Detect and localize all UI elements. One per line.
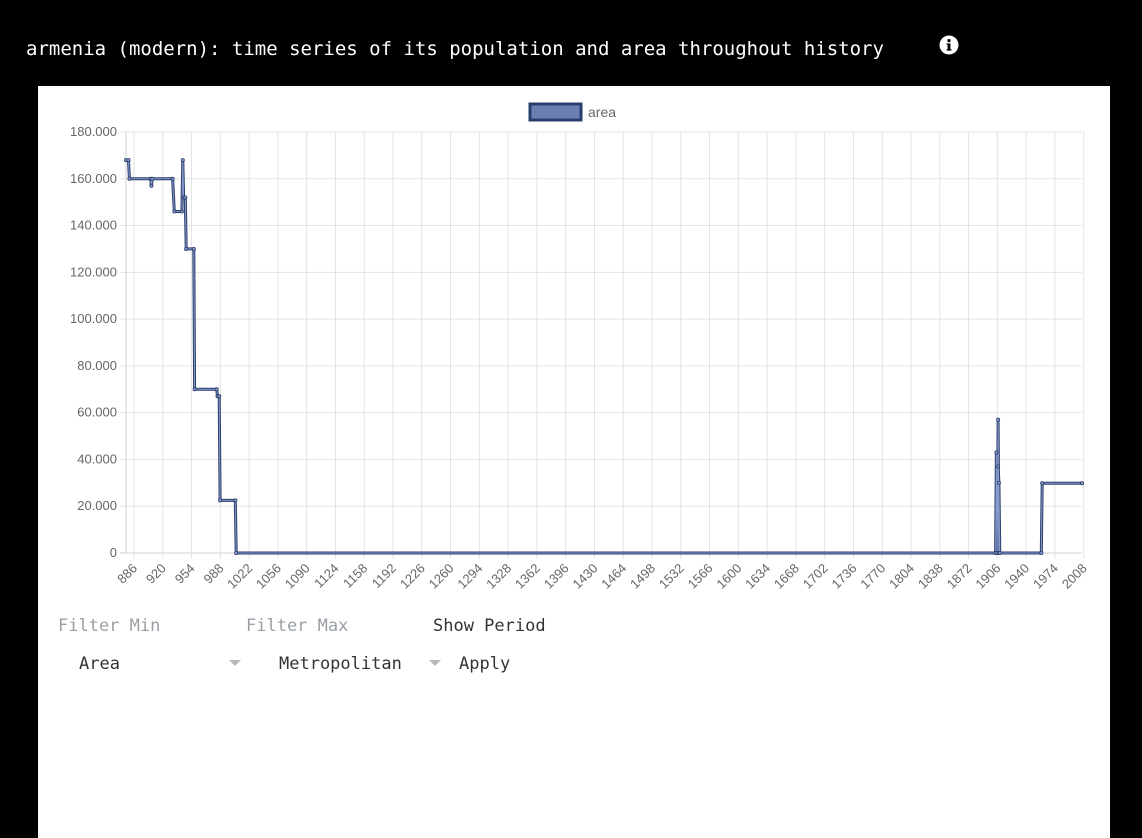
x-tick-label: 1736: [829, 561, 860, 592]
data-point[interactable]: [218, 498, 223, 503]
data-point[interactable]: [126, 158, 131, 163]
y-tick-label: 40.000: [77, 451, 117, 466]
x-tick-label: 1804: [886, 561, 917, 592]
page-header: armenia (modern): time series of its pop…: [0, 0, 1142, 86]
x-tick-label: 1192: [369, 561, 399, 591]
x-tick-label: 1226: [397, 561, 428, 592]
series-highlight-area: [126, 159, 1082, 554]
x-tick-label: 1158: [340, 561, 370, 591]
area-line-chart: 0 20.000 40.000 60.000 80.000 100.000 120.000 1…: [70, 102, 1090, 592]
x-tick-label: 1668: [771, 561, 802, 592]
data-point[interactable]: [184, 246, 189, 251]
x-tick-label: 1328: [483, 561, 514, 592]
y-tick-label: 80.000: [77, 358, 117, 373]
x-tick-label: 1430: [570, 561, 601, 592]
data-point[interactable]: [170, 176, 175, 181]
x-tick-label: 1838: [915, 561, 946, 592]
data-point[interactable]: [149, 183, 154, 188]
x-tick-label: 1124: [311, 561, 341, 591]
x-tick-label: 1362: [512, 561, 543, 592]
series-line-area: [126, 158, 1082, 555]
y-tick-label: 20.000: [77, 498, 117, 513]
x-tick-label: 954: [172, 561, 198, 587]
legend-swatch-area[interactable]: [528, 102, 583, 122]
data-point[interactable]: [234, 551, 239, 556]
filter-min-label[interactable]: Filter Min: [58, 616, 161, 636]
y-tick-label: 160.000: [70, 171, 117, 186]
x-tick-label: 1600: [713, 561, 744, 592]
data-point[interactable]: [150, 176, 155, 181]
x-tick-label: 1566: [685, 561, 716, 592]
data-point[interactable]: [996, 480, 1001, 485]
chevron-down-icon[interactable]: [429, 660, 441, 666]
chart-panel: [38, 86, 1110, 838]
info-icon[interactable]: [939, 35, 959, 55]
x-tick-label: 1396: [541, 561, 572, 592]
x-tick-label: 920: [143, 561, 169, 587]
data-point[interactable]: [183, 195, 188, 200]
field-select-value: Area: [79, 654, 120, 674]
x-tick-label: 1702: [800, 561, 831, 592]
data-point[interactable]: [994, 450, 999, 455]
chevron-down-icon[interactable]: [229, 660, 241, 666]
field-select[interactable]: Area: [79, 654, 249, 676]
x-tick-label: 886: [114, 561, 140, 587]
scope-select-value: Metropolitan: [279, 654, 402, 674]
x-tick-label: 1770: [857, 561, 888, 592]
x-tick-label: 1056: [253, 561, 284, 592]
x-tick-label: 2008: [1059, 561, 1090, 592]
apply-button[interactable]: Apply: [459, 654, 511, 674]
data-point[interactable]: [214, 387, 219, 392]
data-point[interactable]: [996, 417, 1001, 422]
x-tick-label: 1940: [1001, 561, 1032, 592]
x-tick-label: 1906: [972, 561, 1003, 592]
y-tick-label: 60.000: [77, 405, 117, 420]
x-tick-label: 1464: [598, 561, 629, 592]
y-tick-label: 140.000: [70, 218, 117, 233]
x-tick-label: 1634: [742, 561, 773, 592]
data-point[interactable]: [172, 209, 177, 214]
data-point[interactable]: [1080, 481, 1085, 486]
data-point[interactable]: [233, 498, 238, 503]
x-tick-label: 1532: [656, 561, 687, 592]
legend-label-area[interactable]: area: [588, 104, 616, 120]
page-title: armenia (modern): time series of its pop…: [26, 38, 884, 60]
x-tick-label: 1498: [627, 561, 658, 592]
filter-max-label[interactable]: Filter Max: [246, 616, 349, 636]
data-point[interactable]: [1040, 481, 1045, 486]
data-point[interactable]: [1039, 551, 1044, 556]
x-tick-label: 1294: [454, 561, 485, 592]
chart-series: [124, 158, 1085, 556]
x-tick-label: 1260: [426, 561, 457, 592]
y-tick-label: 100.000: [70, 311, 117, 326]
data-point[interactable]: [996, 464, 1001, 469]
chart-legend[interactable]: area: [528, 102, 616, 122]
x-tick-label: 1022: [224, 561, 255, 592]
scope-select[interactable]: Metropolitan: [279, 654, 429, 676]
chart-grid: [120, 131, 1085, 559]
data-point[interactable]: [127, 176, 132, 181]
data-point[interactable]: [997, 551, 1002, 556]
y-tick-label: 0: [110, 545, 117, 560]
chart-axes: 0 20.000 40.000 60.000 80.000 100.000 120.000 1…: [70, 124, 1090, 592]
data-point[interactable]: [180, 158, 185, 163]
x-tick-label: 988: [201, 561, 227, 587]
data-point[interactable]: [179, 209, 184, 214]
y-tick-label: 120.000: [70, 264, 117, 279]
x-tick-label: 1974: [1030, 561, 1061, 592]
data-point[interactable]: [217, 394, 222, 399]
data-point[interactable]: [192, 387, 197, 392]
x-tick-label: 1872: [944, 561, 975, 592]
x-tick-label: 1090: [282, 561, 313, 592]
data-point[interactable]: [191, 246, 196, 251]
y-tick-label: 180.000: [70, 124, 117, 139]
show-period-label[interactable]: Show Period: [433, 616, 546, 636]
